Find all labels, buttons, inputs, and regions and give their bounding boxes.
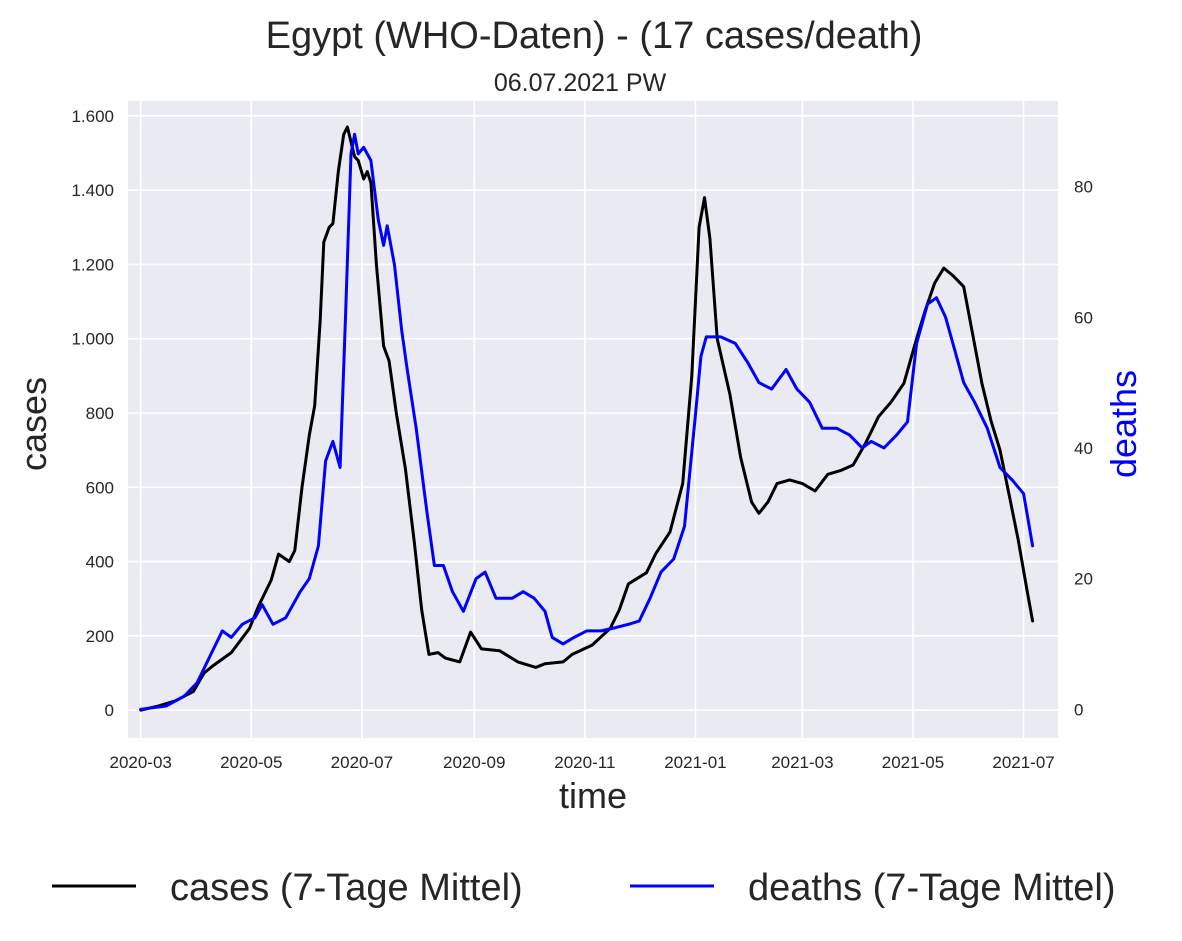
y-left-axis-label: cases: [13, 377, 54, 471]
y-right-axis-ticks: 0 20 40 60 80: [1074, 178, 1093, 720]
y-right-tick-label: 20: [1074, 570, 1093, 589]
grid-lines: [128, 101, 1058, 738]
series-lines: [139, 125, 1035, 712]
x-tick-label: 2021-01: [664, 753, 726, 772]
series-line-deaths: [139, 132, 1035, 711]
x-tick-label: 2021-05: [882, 753, 944, 772]
y-right-tick-label: 0: [1074, 700, 1083, 719]
y-left-tick-label: 600: [86, 478, 114, 497]
y-left-tick-label: 0: [105, 701, 114, 720]
chart-subtitle: 06.07.2021 PW: [494, 69, 667, 97]
x-tick-label: 2020-11: [554, 753, 615, 772]
y-right-axis-label: deaths: [1103, 370, 1144, 478]
x-axis-label: time: [559, 775, 627, 816]
y-right-tick-label: 40: [1074, 439, 1093, 458]
y-left-tick-label: 1.600: [71, 107, 114, 126]
y-right-tick-label: 80: [1074, 178, 1093, 197]
chart-title: Egypt (WHO-Daten) - (17 cases/death): [266, 15, 923, 57]
x-tick-label: 2020-03: [109, 753, 171, 772]
y-left-tick-label: 800: [86, 404, 114, 423]
x-axis-ticks: 2020-03 2020-05 2020-07 2020-09 2020-11 2021-…: [109, 753, 1054, 772]
x-tick-label: 2020-07: [331, 753, 393, 772]
series-line-cases: [139, 125, 1035, 712]
y-left-tick-label: 1.000: [71, 330, 114, 349]
legend-label-deaths: deaths (7-Tage Mittel): [748, 867, 1116, 909]
y-left-tick-label: 400: [86, 553, 114, 572]
y-right-tick-label: 60: [1074, 308, 1093, 327]
x-tick-label: 2020-05: [220, 753, 282, 772]
y-left-axis-ticks: 0 200 400 600 800 1.000 1.200 1.400 1.600: [71, 107, 114, 720]
x-tick-label: 2021-03: [771, 753, 833, 772]
y-left-tick-label: 1.200: [71, 255, 114, 274]
x-tick-label: 2021-07: [992, 753, 1054, 772]
legend: cases (7-Tage Mittel) deaths (7-Tage Mit…: [52, 867, 1116, 909]
x-tick-label: 2020-09: [443, 753, 505, 772]
y-left-tick-label: 1.400: [71, 181, 114, 200]
legend-label-cases: cases (7-Tage Mittel): [170, 867, 523, 909]
y-left-tick-label: 200: [86, 627, 114, 646]
